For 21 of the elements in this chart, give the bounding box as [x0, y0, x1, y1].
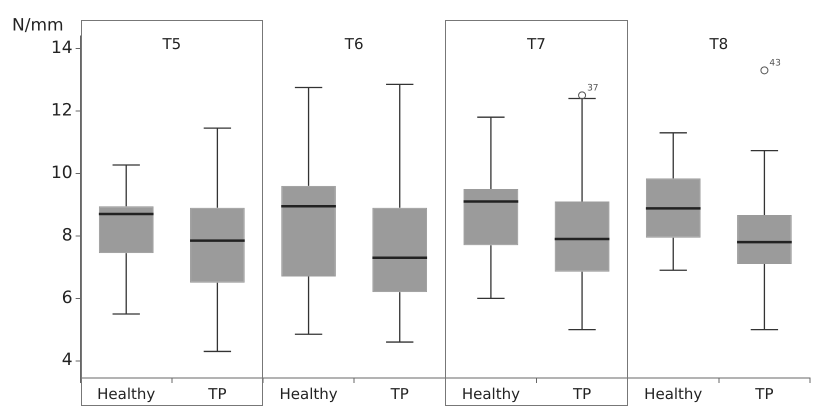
x-tick-label: TP	[754, 384, 774, 403]
y-tick-label: 10	[50, 162, 73, 183]
x-tick-label: TP	[572, 384, 592, 403]
annotation: T5	[161, 34, 182, 53]
y-tick-label: 12	[50, 100, 73, 120]
y-tick-label: 14	[50, 38, 73, 58]
x-tick-label: Healthy	[644, 384, 702, 403]
annotation: 43	[769, 58, 781, 69]
x-tick-label: Healthy	[279, 384, 338, 403]
y-tick-label: 8	[62, 225, 73, 246]
y-tick-label: 6	[62, 288, 73, 308]
x-tick-label: TP	[207, 384, 226, 403]
y-axis-title: N/mm	[12, 15, 64, 36]
annotation: T8	[708, 34, 728, 53]
y-tick-label: 4	[62, 350, 73, 370]
annotation: 37	[587, 84, 599, 94]
x-tick-label: Healthy	[97, 384, 156, 403]
x-tick-label: TP	[390, 384, 409, 403]
annotation: T6	[344, 34, 364, 53]
x-tick-label: Healthy	[462, 384, 520, 403]
annotation: T7	[526, 34, 546, 53]
